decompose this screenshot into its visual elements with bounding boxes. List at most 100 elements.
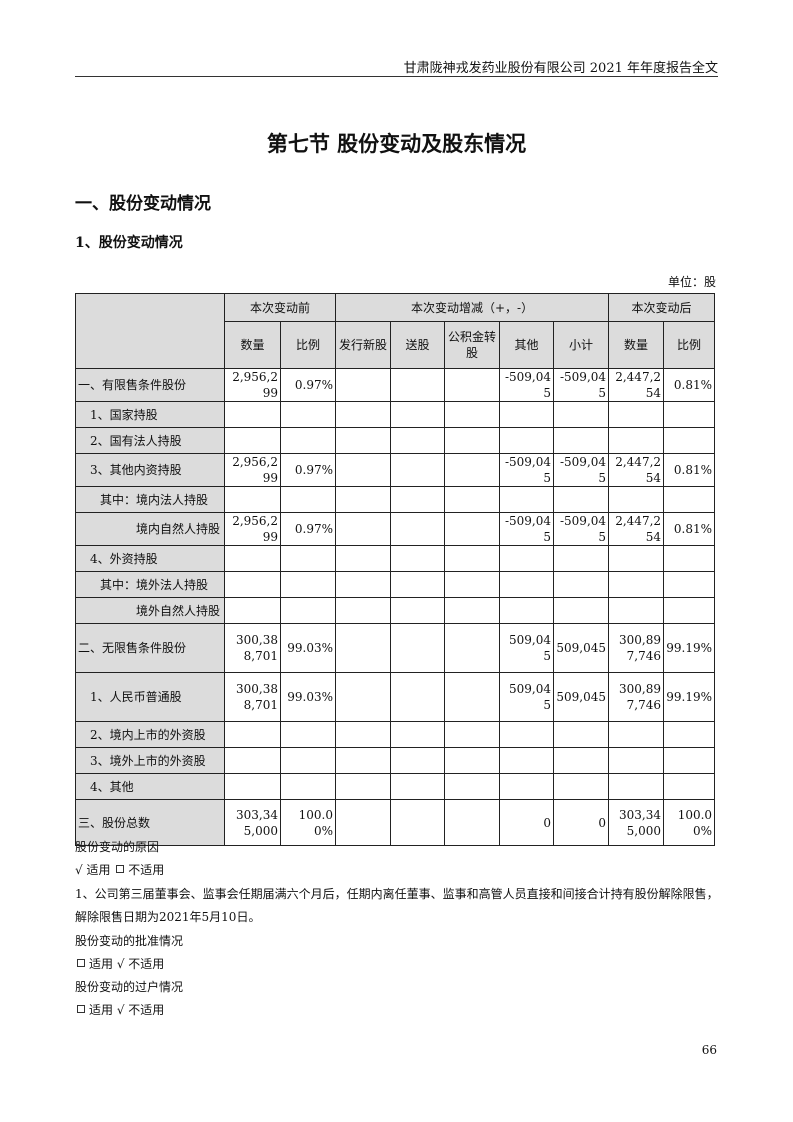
reason-not-applicable: 不适用 [128, 863, 165, 877]
table-cell [663, 571, 716, 598]
table-cell: 0.81% [663, 368, 716, 402]
table-cell [224, 401, 281, 428]
row-label: 其中：境外法人持股 [75, 571, 225, 598]
table-row: 1、国家持股 [75, 401, 716, 428]
table-cell: 0.97% [279, 453, 337, 487]
table-cell: 509,045 [499, 623, 555, 673]
row-label: 其中：境内法人持股 [75, 486, 225, 513]
table-cell [553, 571, 610, 598]
table-cell [444, 571, 501, 598]
table-cell [279, 486, 337, 513]
table-cell [444, 623, 501, 673]
table-cell [553, 773, 610, 800]
column-header: 数量 [608, 321, 665, 369]
header-corner [75, 293, 225, 369]
row-label: 4、外资持股 [75, 545, 225, 572]
table-row: 2、境内上市的外资股 [75, 721, 716, 748]
table-cell [335, 721, 392, 748]
table-cell [390, 453, 446, 487]
approval-applicable: 适用 [89, 957, 114, 971]
table-cell [224, 747, 281, 774]
checkbox-empty-icon [77, 959, 85, 967]
table-cell [444, 672, 501, 722]
table-cell [608, 401, 665, 428]
table-cell: 0 [553, 799, 610, 846]
table-cell [663, 597, 716, 624]
table-cell: 300,897,746 [608, 672, 665, 722]
table-cell [335, 512, 392, 546]
table-cell [553, 597, 610, 624]
reason-options: √ 适用 不适用 [75, 861, 164, 878]
table-cell [663, 545, 716, 572]
table-cell: 99.19% [663, 623, 716, 673]
table-cell [663, 721, 716, 748]
table-cell [444, 747, 501, 774]
table-cell [390, 368, 446, 402]
table-cell [608, 597, 665, 624]
row-label: 1、国家持股 [75, 401, 225, 428]
table-cell [279, 597, 337, 624]
column-header: 发行新股 [335, 321, 392, 369]
table-cell: 0.81% [663, 512, 716, 546]
table-cell [279, 401, 337, 428]
table-cell [499, 427, 555, 454]
table-cell [224, 597, 281, 624]
table-cell: 300,388,701 [224, 623, 281, 673]
table-cell [608, 747, 665, 774]
table-row: 4、外资持股 [75, 545, 716, 572]
row-label: 三、股份总数 [75, 799, 225, 846]
transfer-title: 股份变动的过户情况 [75, 980, 184, 994]
row-label: 2、境内上市的外资股 [75, 721, 225, 748]
row-label: 4、其他 [75, 773, 225, 800]
table-cell [663, 427, 716, 454]
table-cell [499, 545, 555, 572]
row-label: 境内自然人持股 [75, 512, 225, 546]
table-cell [444, 545, 501, 572]
table-cell: 99.19% [663, 672, 716, 722]
table-cell: 2,447,254 [608, 453, 665, 487]
table-row: 三、股份总数 303,345,000 100.00% 0 0 303,345,000 100… [75, 799, 716, 846]
table-cell [499, 773, 555, 800]
table-cell [335, 486, 392, 513]
row-label: 二、无限售条件股份 [75, 623, 225, 673]
table-cell: 99.03% [279, 623, 337, 673]
table-cell [390, 623, 446, 673]
table-row: 境内自然人持股 2,956,299 0.97% -509,045 -509,045 2,4… [75, 512, 716, 546]
table-cell [499, 721, 555, 748]
table-cell [444, 453, 501, 487]
table-cell [499, 747, 555, 774]
table-cell [444, 427, 501, 454]
approval-title: 股份变动的批准情况 [75, 934, 184, 948]
table-row: 4、其他 [75, 773, 716, 800]
share-change-table: 本次变动前 本次变动增减（+，-） 本次变动后 数量 比例 发行新股 送股 公积… [75, 293, 716, 846]
table-cell [663, 401, 716, 428]
unit-label: 单位：股 [667, 275, 716, 289]
table-cell [335, 453, 392, 487]
column-header: 比例 [279, 321, 337, 369]
table-cell [553, 486, 610, 513]
table-cell [499, 597, 555, 624]
table-cell [224, 721, 281, 748]
table-cell: 0.97% [279, 512, 337, 546]
table-cell: -509,045 [499, 368, 555, 402]
table-row: 其中：境内法人持股 [75, 486, 716, 513]
checkbox-empty-icon [77, 1005, 85, 1013]
table-cell [224, 545, 281, 572]
table-cell [390, 512, 446, 546]
table-cell: -509,045 [499, 453, 555, 487]
table-cell [279, 545, 337, 572]
table-cell [390, 571, 446, 598]
table-row: 2、国有法人持股 [75, 427, 716, 454]
table-cell: 509,045 [553, 672, 610, 722]
table-row: 二、无限售条件股份 300,388,701 99.03% 509,045 509,045… [75, 623, 716, 673]
table-cell: -509,045 [553, 368, 610, 402]
group-header: 本次变动增减（+，-） [335, 293, 610, 322]
table-cell: 2,447,254 [608, 368, 665, 402]
column-header: 公积金转股 [444, 321, 501, 369]
column-header: 比例 [663, 321, 716, 369]
group-header: 本次变动后 [608, 293, 716, 322]
table-cell: 0.97% [279, 368, 337, 402]
reason-text-line-1: 1、公司第三届董事会、监事会任期届满六个月后，任期内离任董事、监事和高管人员直接… [75, 887, 719, 901]
table-cell [663, 486, 716, 513]
table-cell [224, 486, 281, 513]
